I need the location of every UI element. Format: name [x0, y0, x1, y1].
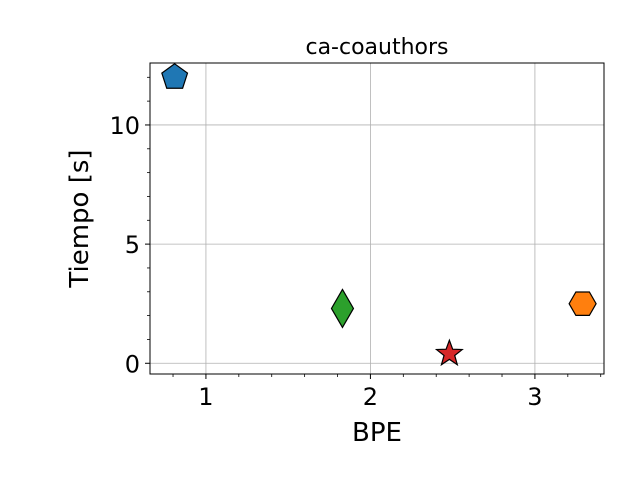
x-tick-label: 2	[363, 383, 378, 411]
chart-title: ca-coauthors	[305, 35, 448, 60]
data-points	[161, 63, 597, 367]
x-axis-label: BPE	[352, 418, 402, 448]
plot-frame	[149, 62, 605, 375]
y-tick-label: 10	[109, 112, 140, 140]
x-tick-label: 3	[527, 383, 542, 411]
pentagon-marker	[161, 63, 189, 89]
grid-lines	[150, 63, 604, 374]
y-tick-label: 5	[125, 231, 140, 259]
axis-ticks: 1 2 3 0 5 10	[109, 76, 602, 411]
y-tick-label: 0	[125, 350, 140, 378]
y-axis-label: Tiempo [s]	[65, 149, 95, 288]
thin-diamond-marker	[330, 288, 355, 329]
star-marker	[434, 338, 464, 367]
x-tick-label: 1	[198, 383, 213, 411]
hexagon-marker	[568, 291, 597, 316]
